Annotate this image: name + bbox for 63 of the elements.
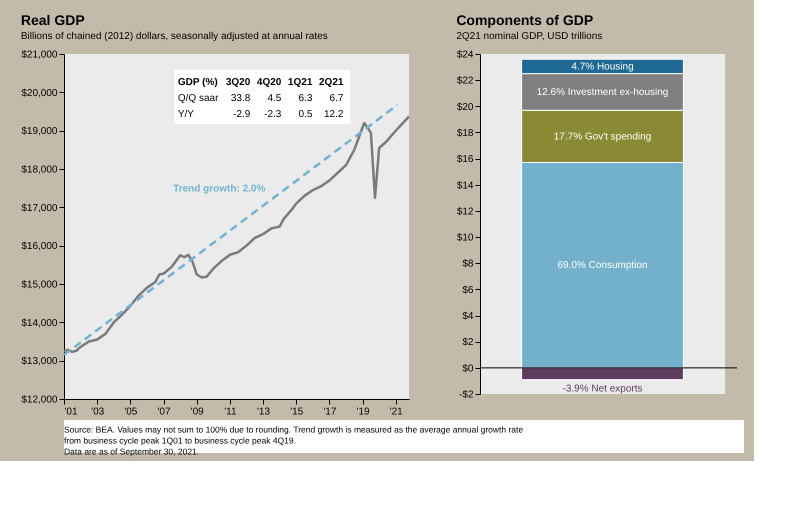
series-label: 17.7% Gov't spending [554,131,652,142]
x-tick-label: '09 [190,406,204,418]
y-tick-label: $4 [462,311,474,322]
y-tick-label: $14 [456,180,474,192]
annotation: 0.5 [298,109,313,120]
annotation: GDP (%) [178,77,218,88]
y-tick-label: $8 [462,258,474,270]
x-tick-label: '11 [224,406,237,418]
annotation: -2.3 [264,109,282,120]
y-tick-label: $17,000 [21,202,58,214]
x-tick-label: '07 [157,406,171,418]
annotation: -2.9 [233,109,251,120]
chart-subtitle: 2Q21 nominal GDP, USD trillions [456,31,602,42]
y-tick-label: $22 [456,76,474,87]
series-label: 69.0% Consumption [557,260,648,272]
y-tick-label: $6 [462,284,474,296]
annotation: 4Q20 [256,77,282,88]
y-tick-label: -$2 [459,390,474,400]
y-tick-label: $2 [462,337,474,348]
x-tick-label: '17 [323,406,337,418]
y-tick-label: $12 [456,206,474,218]
text: from business cycle peak 1Q01 to business cycle peak 4Q19. [64,436,296,446]
annotation: 2Q21 [318,77,344,88]
x-tick-label: '01 [64,406,78,418]
y-tick-label: $19,000 [21,126,58,138]
annotation: Y/Y [178,109,194,120]
annotation: Trend growth: 2.0% [173,184,266,195]
x-tick-label: '13 [257,406,270,418]
chart-subtitle: Billions of chained (2012) dollars, seasonally adjusted at annual rates [20,31,328,42]
source-note: Source: BEA. Values may not sum to 100% due to rounding. Trend growth is measured as the average annual growth rate [64,424,524,434]
x-tick-label: '05 [124,406,138,418]
y-tick-label: $0 [462,363,474,374]
series-label: 12.6% Investment ex-housing [536,86,668,98]
chart-title: Components of GDP [456,12,594,28]
text: Data are as of September 30, 2021. [64,446,200,456]
y-tick-label: $12,000 [21,394,58,406]
annotation: 6.3 [298,93,313,104]
y-tick-label: $16 [456,154,474,166]
y-tick-label: $20,000 [21,88,58,99]
annotation: Q/Q saar [178,93,220,104]
y-tick-label: $20 [456,102,474,113]
annotation: 6.7 [330,93,344,104]
annotation: 12.2 [324,109,344,120]
series-label: 4.7% Housing [571,61,634,72]
y-tick-label: $10 [456,232,474,244]
y-tick-label: $24 [456,50,474,60]
y-tick-label: $13,000 [21,356,58,368]
y-tick-label: $18,000 [21,164,58,176]
annotation: 3Q20 [226,77,251,88]
y-tick-label: $14,000 [21,318,58,329]
x-tick-label: '03 [91,406,105,418]
annotation: 4.5 [267,93,282,104]
chart-title: Real GDP [20,12,85,28]
y-tick-label: $16,000 [21,241,58,252]
y-tick-label: $15,000 [21,280,58,290]
y-tick-label: $21,000 [21,50,58,60]
annotation: 33.8 [230,93,251,104]
annotation: 1Q21 [288,77,313,88]
x-tick-label: '21 [390,406,404,418]
series-label: -3.9% Net exports [562,384,643,395]
y-tick-label: $18 [456,128,474,139]
x-tick-label: '15 [290,406,304,418]
x-tick-label: '19 [356,406,370,418]
